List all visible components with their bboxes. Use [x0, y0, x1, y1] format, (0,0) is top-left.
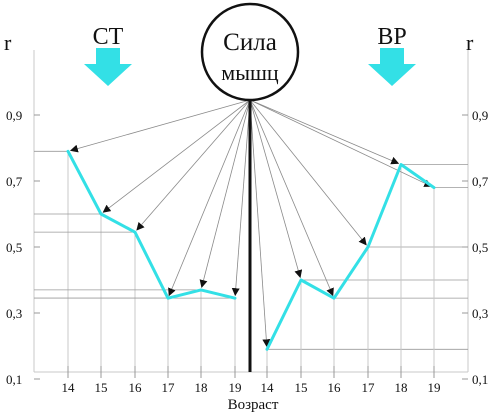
pointer-arrow: [199, 99, 251, 288]
right-y-ticks: 0,1 0,3 0,5 0,7 0,9: [462, 108, 489, 387]
pointer-arrow: [102, 99, 251, 213]
down-arrow-st-icon: [84, 48, 132, 86]
y-tick-label-left: 0,1: [6, 372, 22, 387]
y-tick-label-left: 0,7: [6, 174, 23, 189]
y-tick-label-right: 0,7: [472, 174, 489, 189]
x-tick-label: 18: [195, 380, 208, 395]
x-ticks: 14 15 16 17 18 19 14 15 16 17 18 19: [62, 366, 441, 395]
x-tick-label: 17: [162, 380, 176, 395]
series-label-vr: ВР: [377, 24, 406, 50]
y-axis-label-left: r: [4, 30, 12, 55]
x-tick-label: 18: [395, 380, 408, 395]
x-tick-label: 17: [362, 380, 376, 395]
y-tick-label-right: 0,5: [472, 240, 488, 255]
left-y-ticks: 0,1 0,3 0,5 0,7 0,9: [6, 108, 40, 387]
y-tick-label-right: 0,3: [472, 306, 488, 321]
x-tick-label: 19: [428, 380, 441, 395]
y-tick-label-left: 0,3: [6, 306, 22, 321]
y-axis-label-right: r: [466, 30, 474, 55]
series-line-vr: [265, 163, 436, 351]
x-tick-label: 15: [95, 380, 108, 395]
y-tick-label-left: 0,5: [6, 240, 22, 255]
x-axis-label: Возраст: [228, 397, 279, 413]
reference-lines: [34, 150, 468, 372]
series-line-st: [66, 149, 237, 300]
pointer-arrow: [249, 99, 303, 279]
x-tick-label: 16: [129, 380, 143, 395]
pointer-arrow: [249, 99, 367, 246]
title-circle: [200, 2, 300, 102]
x-tick-label: 14: [62, 380, 76, 395]
pointer-arrow: [136, 99, 251, 231]
down-arrow-vr-icon: [368, 48, 416, 86]
pointer-arrow: [249, 99, 433, 187]
pointer-arrow: [231, 99, 251, 297]
x-tick-label: 19: [229, 380, 242, 395]
pointer-arrow: [249, 99, 334, 297]
series-label-st: СТ: [93, 24, 124, 50]
y-tick-label-right: 0,9: [472, 108, 488, 123]
pointer-arrow: [249, 99, 271, 348]
y-tick-label-left: 0,9: [6, 108, 22, 123]
y-tick-label-right: 0,1: [472, 372, 488, 387]
pointer-arrow: [249, 99, 400, 165]
pointer-arrow: [69, 99, 251, 153]
chart-title-line2: мышц: [221, 60, 279, 85]
pointer-arrows: [69, 99, 433, 348]
chart-title-line1: Сила: [223, 29, 277, 56]
x-tick-label: 16: [328, 380, 342, 395]
x-tick-label: 14: [261, 380, 275, 395]
pointer-arrow: [168, 99, 251, 297]
x-tick-label: 15: [295, 380, 308, 395]
series-lines: [66, 149, 436, 351]
